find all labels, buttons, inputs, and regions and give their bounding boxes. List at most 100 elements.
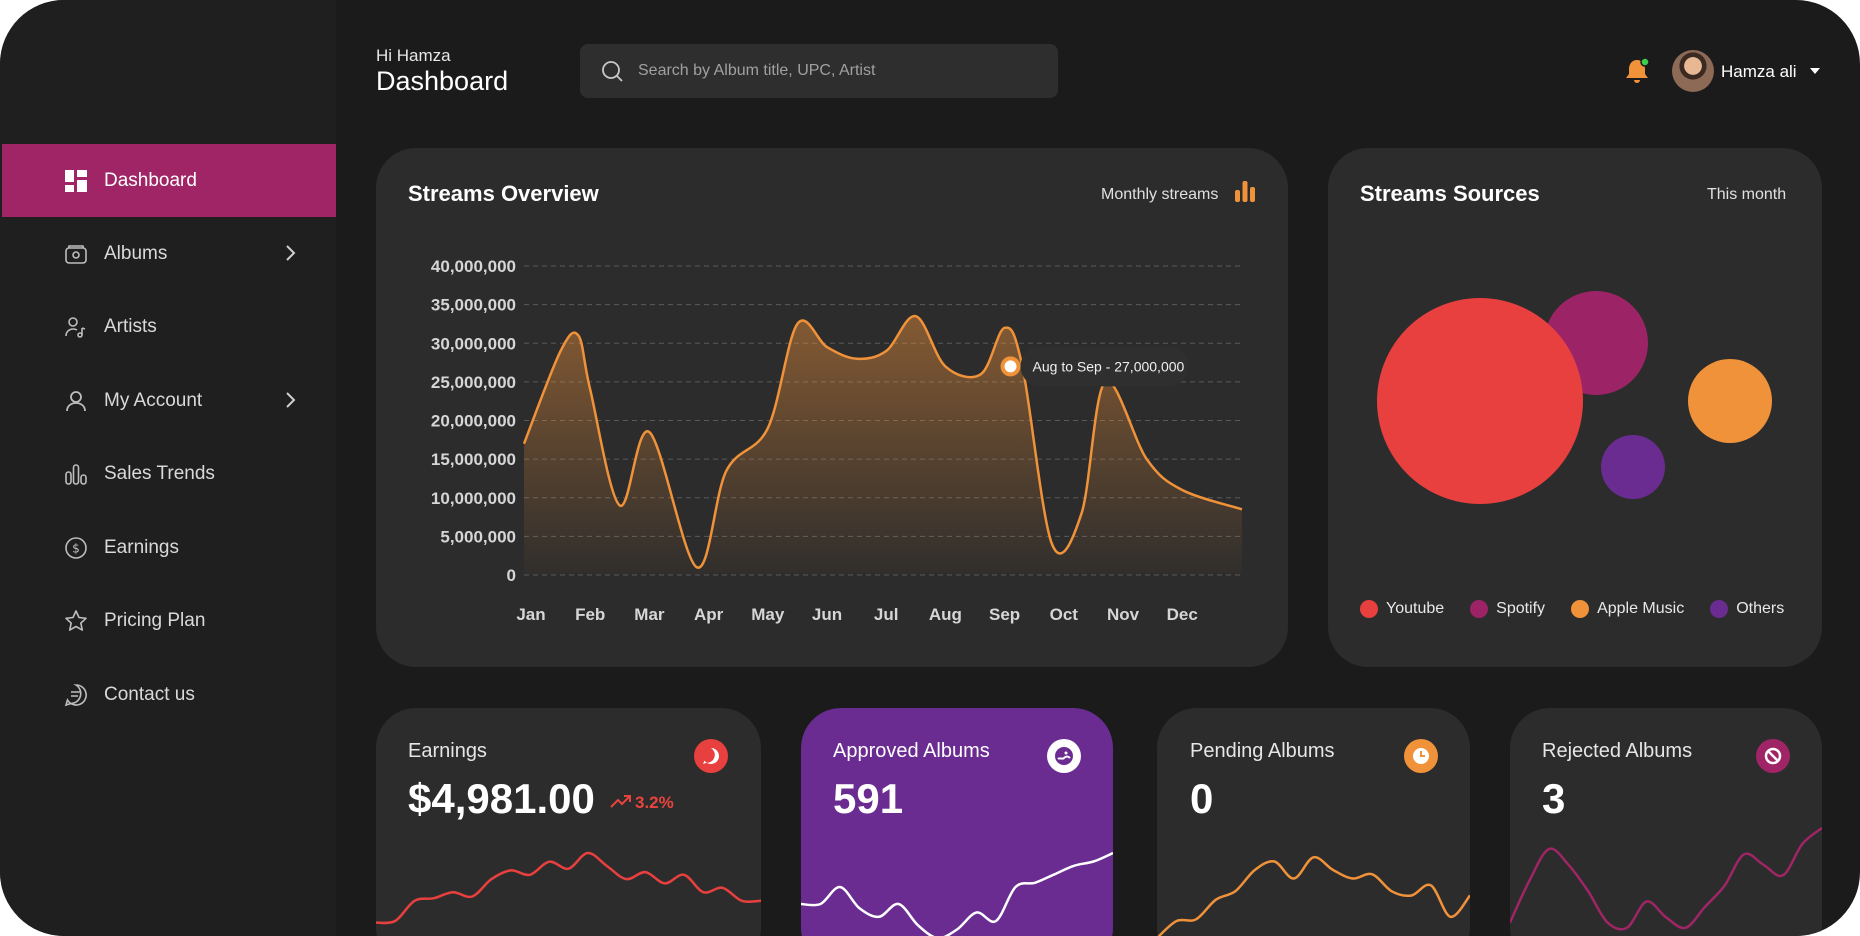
- clock-icon: [1404, 739, 1438, 773]
- chevron-right-icon[interactable]: [278, 241, 302, 265]
- sparkline-path: [1510, 827, 1822, 931]
- artist-icon: [64, 315, 88, 339]
- streams-sources-title: Streams Sources: [1360, 181, 1540, 206]
- chart-tooltip: [1020, 346, 1189, 387]
- legend-dot: [1470, 600, 1489, 618]
- x-tick-label: Sep: [989, 605, 1020, 624]
- coin-icon: $: [64, 536, 88, 560]
- sidebar-item-label: Pricing Plan: [104, 609, 206, 631]
- chevron-right-icon[interactable]: [278, 388, 302, 412]
- sidebar-item-contact-us[interactable]: Contact us: [2, 658, 336, 731]
- bubble-apple-music: [1688, 359, 1772, 443]
- star-icon: [64, 609, 88, 633]
- streams-sources-legend: Youtube Spotify Apple Music Others: [1360, 600, 1784, 618]
- bar-chart-icon: [1235, 181, 1255, 202]
- pending-albums-value: 0: [1190, 775, 1214, 822]
- x-tick-label: Feb: [575, 605, 605, 624]
- rejected-albums-label: Rejected Albums: [1542, 740, 1693, 762]
- greeting: Hi Hamza: [376, 46, 451, 65]
- avatar[interactable]: [1672, 50, 1714, 92]
- bubble-youtube: [1377, 298, 1583, 504]
- legend-item-youtube: Youtube: [1360, 600, 1444, 618]
- area-fill: [524, 316, 1242, 575]
- dashboard-icon: [64, 169, 88, 193]
- sidebar-item-label: Dashboard: [104, 169, 197, 191]
- x-tick-label: Jan: [516, 605, 545, 624]
- y-tick-label: 0: [507, 566, 516, 585]
- pending-albums-label: Pending Albums: [1190, 740, 1335, 762]
- legend-label: Spotify: [1496, 600, 1546, 617]
- this-month-selector[interactable]: This month: [1707, 186, 1787, 203]
- approved-icon: [1047, 739, 1081, 773]
- x-tick-label: Aug: [929, 605, 962, 624]
- svg-text:$: $: [72, 541, 80, 555]
- approved-albums-value: 591: [833, 775, 904, 822]
- sidebar-item-label: Sales Trends: [104, 462, 215, 484]
- chat-icon: [694, 739, 728, 773]
- sidebar-item-albums[interactable]: Albums: [2, 217, 336, 290]
- sidebar-item-dashboard[interactable]: Dashboard: [2, 144, 336, 217]
- y-tick-label: 15,000,000: [431, 450, 516, 469]
- series-line: [522, 314, 1243, 569]
- x-tick-label: Dec: [1167, 605, 1198, 624]
- y-tick-label: 20,000,000: [431, 412, 516, 431]
- user-icon: [64, 389, 88, 413]
- search-bar[interactable]: [580, 44, 1058, 98]
- x-tick-label: Oct: [1050, 605, 1079, 624]
- x-tick-label: Mar: [634, 605, 665, 624]
- legend-dot: [1571, 600, 1590, 618]
- sparkline-path: [1157, 856, 1470, 936]
- page-title: Dashboard: [376, 66, 509, 96]
- bubble-others: [1601, 435, 1665, 499]
- x-tick-label: May: [751, 605, 785, 624]
- sidebar-item-pricing-plan[interactable]: Pricing Plan: [2, 584, 336, 657]
- legend-dot: [1710, 600, 1729, 618]
- earnings-label: Earnings: [408, 740, 487, 762]
- streams-overview-title: Streams Overview: [408, 181, 599, 206]
- y-tick-label: 10,000,000: [431, 489, 516, 508]
- legend-label: Apple Music: [1597, 600, 1685, 617]
- legend-dot: [1360, 600, 1378, 618]
- message-icon: [64, 683, 88, 707]
- x-tick-label: Jul: [874, 605, 899, 624]
- sidebar-item-artists[interactable]: Artists: [2, 290, 336, 363]
- earnings-value: $4,981.00: [408, 775, 595, 822]
- legend-item-spotify: Spotify: [1470, 600, 1545, 618]
- sidebar-item-label: Albums: [104, 242, 168, 264]
- sidebar-item-earnings[interactable]: $ Earnings: [2, 511, 336, 584]
- search-input[interactable]: [638, 62, 1038, 80]
- x-tick-label: Jun: [812, 605, 842, 624]
- pending-sparkline: [1157, 856, 1470, 936]
- notification-bell-icon[interactable]: [1622, 56, 1652, 86]
- legend-item-others: Others: [1710, 600, 1784, 618]
- streams-overview-chart: 40,000,000 35,000,000 30,000,000 25,000,000…: [431, 257, 1243, 624]
- sidebar-item-sales-trends[interactable]: Sales Trends: [2, 437, 336, 510]
- tooltip-marker[interactable]: [1000, 356, 1021, 377]
- approved-albums-label: Approved Albums: [833, 740, 990, 762]
- monthly-streams-selector[interactable]: Monthly streams: [1101, 186, 1219, 203]
- sidebar-item-my-account[interactable]: My Account: [2, 364, 336, 437]
- legend-item-apple-music: Apple Music: [1571, 600, 1684, 618]
- user-name[interactable]: Hamza ali: [1721, 62, 1797, 81]
- block-icon: [1756, 739, 1790, 773]
- y-tick-label: 5,000,000: [440, 527, 516, 546]
- legend-label: Youtube: [1386, 600, 1445, 617]
- sidebar-item-label: Earnings: [104, 536, 179, 558]
- approved-sparkline: [801, 851, 1113, 936]
- sidebar-item-label: Artists: [104, 315, 157, 337]
- sparkline-path: [376, 851, 761, 925]
- streams-sources-chart: [1377, 291, 1772, 504]
- rejected-sparkline: [1510, 827, 1822, 931]
- tooltip-text: Aug to Sep - 27,000,000: [1033, 358, 1185, 374]
- bar-chart-icon: [64, 462, 88, 486]
- rejected-albums-value: 3: [1542, 775, 1566, 822]
- sidebar-item-label: Contact us: [104, 683, 195, 705]
- y-tick-label: 40,000,000: [431, 257, 516, 276]
- caret-down-icon[interactable]: [1808, 66, 1822, 76]
- y-tick-label: 35,000,000: [431, 296, 516, 315]
- y-tick-label: 25,000,000: [431, 373, 516, 392]
- sparkline-path: [801, 851, 1113, 936]
- legend-label: Others: [1736, 600, 1785, 617]
- sidebar-item-label: My Account: [104, 389, 203, 411]
